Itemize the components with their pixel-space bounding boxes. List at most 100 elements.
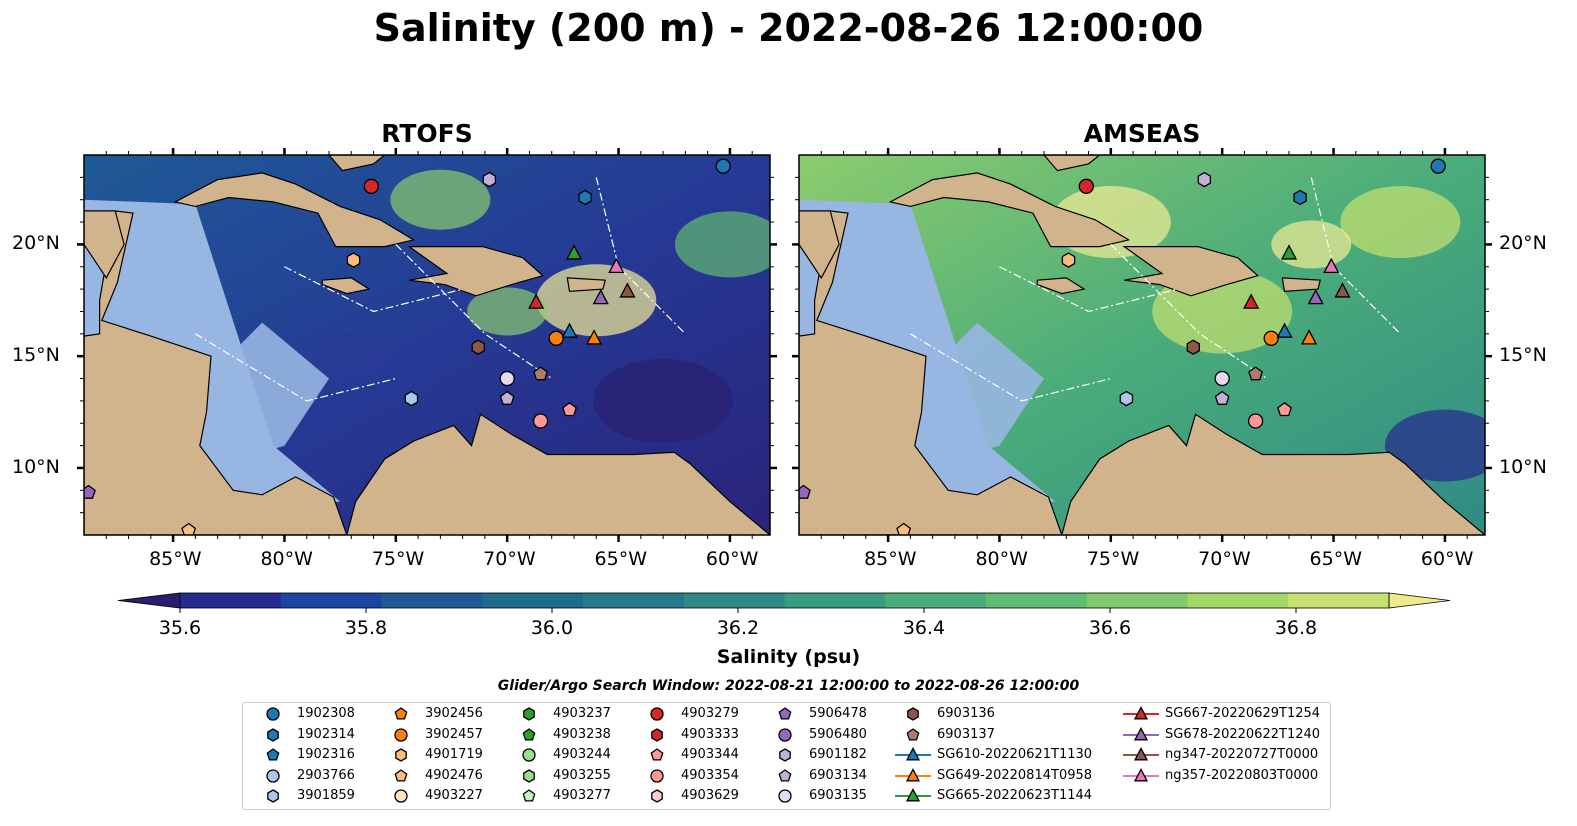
legend-label: 4903333	[681, 726, 739, 742]
legend: 1902308 1902314 1902316 2903766 3901859 39024…	[242, 702, 1331, 810]
map-marker-6903137	[533, 366, 548, 381]
colorbar-bin	[986, 593, 1088, 608]
lat-tick-label: 20°N	[12, 232, 60, 255]
lon-tick-label: 70°W	[483, 548, 536, 570]
map-marker-5906478	[799, 484, 811, 499]
map-marker-1902308	[1430, 158, 1446, 174]
map-marker-3902457	[1263, 330, 1279, 346]
lon-tick-label: 65°W	[1309, 548, 1362, 570]
rtofs-map-panel	[84, 155, 770, 535]
legend-marker-hexagon	[651, 789, 663, 803]
map-marker-6903135	[499, 370, 515, 387]
map-marker-ng357-20220803T0000	[1323, 257, 1340, 274]
lat-tick-label: 10°N	[1499, 455, 1547, 478]
legend-title: Glider/Argo Search Window: 2022-08-21 12…	[497, 678, 1080, 694]
lat-tick-label: 15°N	[12, 344, 60, 367]
legend-label: SG649-20220814T0958	[937, 767, 1093, 783]
map-marker-SG649-20220814T0958	[585, 329, 603, 345]
legend-label: 5906478	[809, 706, 867, 721]
legend-marker-circle	[650, 768, 664, 783]
lat-tick-label: 10°N	[12, 455, 60, 478]
legend-marker-hexagon	[907, 707, 919, 721]
map-marker-4903279	[363, 178, 379, 194]
map-marker-SG649-20220814T0958	[1300, 329, 1318, 345]
legend-marker-circle	[650, 707, 664, 721]
legend-label: 1902314	[297, 726, 355, 742]
lon-tick-label: 85°W	[864, 548, 917, 570]
colorbar-tick-label: 36.8	[1274, 617, 1318, 639]
legend-marker-hexagon	[523, 707, 535, 721]
figure-title: Salinity (200 m) - 2022-08-26 12:00:00	[373, 6, 1204, 50]
map-marker-1902314	[1293, 189, 1307, 206]
legend-label: 6901182	[809, 747, 867, 762]
colorbar-tick-label: 36.6	[1088, 617, 1132, 639]
legend-marker-circle	[266, 768, 280, 783]
map-marker-6901182	[482, 171, 497, 188]
map-marker-6903134	[1214, 390, 1230, 405]
map-marker-4903344	[562, 401, 577, 417]
legend-label: 6903135	[809, 788, 867, 803]
map-marker-SG665-20220623T1144	[1280, 244, 1298, 260]
legend-marker-circle	[266, 707, 280, 721]
legend-label: 4903277	[553, 788, 611, 803]
map-marker-4902476	[181, 522, 197, 535]
colorbar-tick-label: 35.8	[344, 617, 388, 639]
legend-label: 4903237	[553, 706, 611, 721]
legend-label: 4903344	[681, 747, 739, 762]
legend-marker-triangle	[1133, 767, 1149, 781]
legend-marker-pentagon	[906, 727, 920, 741]
legend-label: 3902457	[425, 726, 483, 742]
legend-label: 6903137	[937, 726, 995, 742]
lon-tick-label: 75°W	[371, 548, 425, 570]
legend-marker-pentagon	[522, 727, 536, 741]
colorbar-tick-label: 36.4	[902, 617, 946, 639]
map-marker-ng347-20220727T0000	[1334, 282, 1351, 298]
map-marker-SG665-20220623T1144	[565, 244, 583, 260]
map-marker-4903344	[1277, 401, 1292, 417]
legend-label: 5906480	[809, 726, 867, 742]
panel-title-amseas: AMSEAS	[1083, 119, 1201, 148]
legend-label: SG678-20220622T1240	[1165, 726, 1321, 742]
map-marker-SG667-20220629T1254	[528, 293, 545, 309]
map-marker-6903135	[1214, 370, 1230, 387]
legend-label: 4903255	[553, 767, 611, 783]
map-marker-4903279	[1078, 178, 1094, 194]
map-marker-1902308	[715, 158, 731, 174]
legend-marker-circle	[778, 727, 792, 742]
legend-label: 4903354	[681, 767, 739, 783]
legend-label: 4901719	[425, 747, 483, 762]
map-marker-SG678-20220622T1240	[592, 288, 609, 305]
legend-marker-circle	[522, 748, 536, 762]
colorbar	[117, 592, 1451, 613]
legend-label: SG667-20220629T1254	[1165, 706, 1321, 721]
legend-marker-pentagon	[778, 707, 792, 720]
legend-label: 4902476	[425, 767, 483, 783]
colorbar-bin	[784, 593, 886, 608]
legend-marker-hexagon	[267, 789, 279, 803]
map-marker-4903354	[532, 413, 549, 429]
legend-label: 4903244	[553, 747, 611, 762]
map-marker-ng357-20220803T0000	[608, 257, 625, 274]
legend-label: 6903136	[937, 706, 995, 721]
colorbar-bin	[1086, 593, 1188, 608]
map-marker-6901182	[1197, 171, 1212, 188]
lon-tick-label: 60°W	[1420, 548, 1474, 570]
legend-marker-pentagon	[778, 768, 792, 782]
colorbar-tick-label: 36.2	[716, 617, 760, 639]
lat-tick-label: 20°N	[1499, 232, 1547, 255]
colorbar-bin	[280, 593, 382, 608]
legend-label: SG665-20220623T1144	[937, 788, 1093, 803]
legend-marker-triangle	[905, 747, 921, 761]
legend-marker-hexagon	[779, 748, 791, 762]
lon-tick-label: 75°W	[1086, 548, 1140, 570]
colorbar-bin	[381, 593, 483, 608]
legend-label: 3901859	[297, 788, 355, 803]
map-marker-SG667-20220629T1254	[1243, 293, 1260, 309]
legend-marker-circle	[394, 727, 408, 742]
map-marker-4903354	[1247, 413, 1264, 429]
map-marker-6903134	[499, 390, 515, 405]
colorbar-bin	[583, 593, 685, 608]
legend-label: 4903238	[553, 726, 611, 742]
legend-label: 3902456	[425, 706, 483, 721]
legend-marker-circle	[778, 789, 792, 803]
